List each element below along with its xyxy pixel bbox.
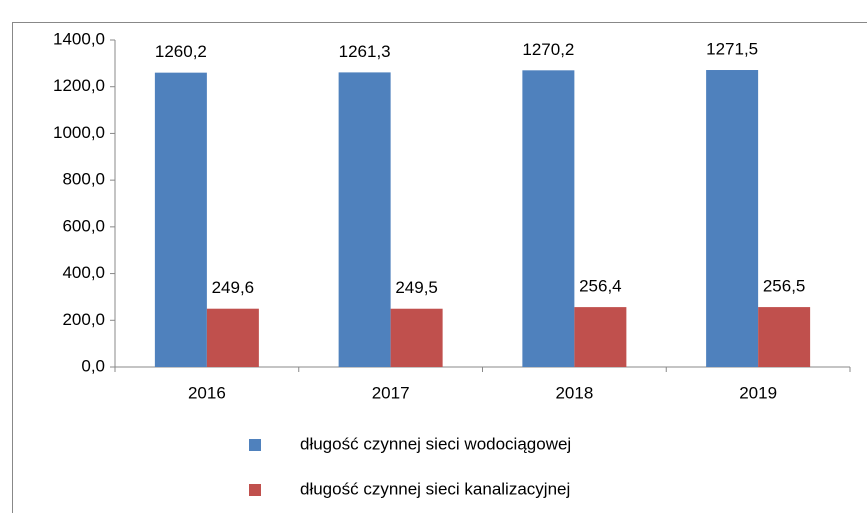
bar	[522, 70, 575, 368]
bar	[706, 70, 759, 368]
value-label: 249,6	[212, 278, 255, 297]
bar	[390, 308, 443, 367]
y-tick-label: 600,0	[62, 216, 105, 235]
value-label: 1261,3	[339, 42, 391, 61]
bar	[206, 308, 259, 367]
legend-label: długość czynnej sieci wodociągowej	[300, 434, 571, 453]
x-tick-label: 2018	[555, 383, 593, 402]
y-tick-label: 800,0	[62, 170, 105, 189]
value-label: 1260,2	[155, 42, 207, 61]
value-label: 1270,2	[522, 40, 574, 59]
value-label: 256,5	[763, 277, 806, 296]
x-tick-label: 2019	[739, 383, 777, 402]
y-tick-label: 200,0	[62, 310, 105, 329]
y-tick-label: 1400,0	[53, 29, 105, 48]
value-label: 256,4	[579, 277, 622, 296]
value-label: 1271,5	[706, 39, 758, 58]
legend-swatch	[249, 484, 261, 496]
bar	[574, 307, 627, 367]
y-tick-label: 1000,0	[53, 123, 105, 142]
chart-frame	[12, 22, 867, 513]
value-label: 249,5	[395, 278, 438, 297]
y-tick-label: 400,0	[62, 263, 105, 282]
x-tick-label: 2016	[188, 383, 226, 402]
bar	[154, 72, 207, 367]
legend-label: długość czynnej sieci kanalizacyjnej	[300, 479, 570, 498]
x-tick-label: 2017	[372, 383, 410, 402]
legend-swatch	[249, 439, 261, 451]
y-tick-label: 0,0	[81, 356, 105, 375]
y-tick-label: 1200,0	[53, 76, 105, 95]
bar	[338, 72, 391, 367]
bar	[758, 307, 811, 367]
